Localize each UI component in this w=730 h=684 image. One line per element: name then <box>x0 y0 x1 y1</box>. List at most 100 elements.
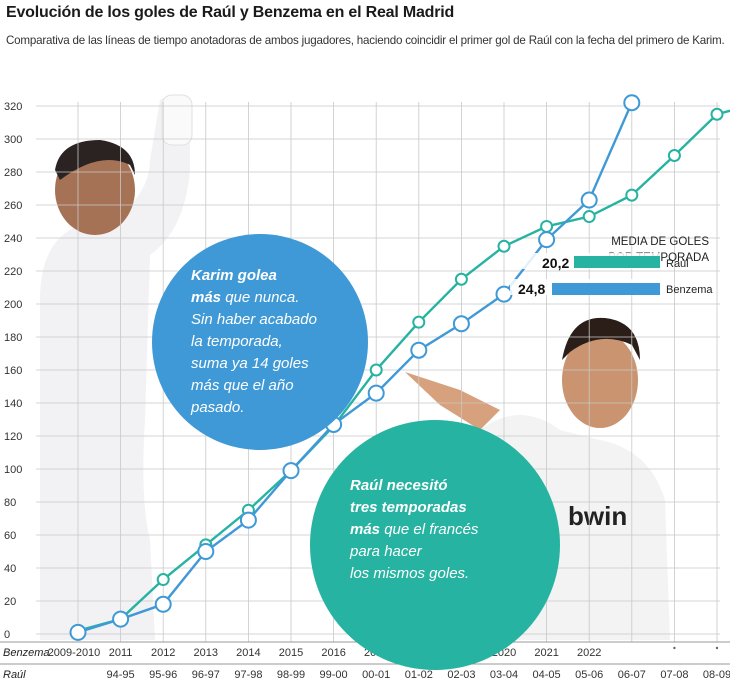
point-raul <box>582 210 596 224</box>
x-tick-label-raul: 96-97 <box>192 669 220 681</box>
x-tick-label-raul: 03-04 <box>490 669 518 681</box>
y-tick-label: 300 <box>4 134 22 146</box>
y-tick-label: 260 <box>4 200 22 212</box>
legend-benzema-label: Benzema <box>666 284 713 296</box>
callout-karim-line2-bold: más <box>191 289 222 306</box>
y-tick-label: 120 <box>4 431 22 443</box>
x-tick-label-benzema: 2013 <box>194 647 218 659</box>
callout-karim: Karim golea más que nunca. Sin haber aca… <box>152 234 368 450</box>
point-benzema <box>69 623 87 641</box>
point-raul <box>667 149 681 162</box>
point-benzema <box>410 341 428 359</box>
series-line-benzema <box>77 102 633 634</box>
point-benzema <box>538 231 556 249</box>
y-tick-label: 280 <box>4 167 22 179</box>
point-benzema <box>452 315 470 333</box>
point-benzema <box>197 543 215 560</box>
point-benzema <box>623 94 641 112</box>
x-tick-label-benzema: 2011 <box>109 647 133 659</box>
callout-karim-line1: Karim golea <box>191 267 277 284</box>
callout-raul-line2: tres temporadas <box>350 499 467 516</box>
point-benzema <box>367 384 385 402</box>
x-tick-label-benzema: 2016 <box>321 647 345 659</box>
legend-benzema-swatch <box>552 283 660 295</box>
callout-karim-line3: Sin haber acabado <box>191 311 317 328</box>
x-tick-label-benzema: 2009-2010 <box>48 647 101 659</box>
point-raul <box>156 573 170 587</box>
y-tick-label: 40 <box>4 563 16 575</box>
point-benzema <box>154 595 172 613</box>
y-tick-label: 140 <box>4 398 22 410</box>
callout-karim-line2: que nunca. <box>221 289 300 306</box>
x-axis: Benzema Raúl 2009-2010 2011 2012 2013 2014 20… <box>0 641 730 681</box>
y-tick-label: 60 <box>4 530 16 542</box>
callout-raul-line3: que el francés <box>380 521 479 538</box>
x-tick-label-benzema: 2014 <box>236 647 260 659</box>
legend-raul-value: 20,2 <box>542 255 569 271</box>
x-tick-label-raul: 99-00 <box>320 669 348 681</box>
legend-benzema-value: 24,8 <box>518 281 545 297</box>
point-raul <box>412 315 426 329</box>
callout-karim-line7: pasado. <box>191 399 245 416</box>
y-tick-label: 160 <box>4 365 22 377</box>
point-raul <box>454 272 468 286</box>
y-tick-label: 220 <box>4 266 22 278</box>
y-axis: 0 20 40 60 80 100 120 140 160 180 200 220 240 260 280 3… <box>4 101 22 641</box>
x-axis-label-benzema: Benzema <box>3 647 49 659</box>
x-tick-label-raul: 02-03 <box>447 669 475 681</box>
point-benzema <box>282 462 300 480</box>
y-tick-label: 320 <box>4 101 22 113</box>
y-tick-label: 0 <box>4 629 10 641</box>
legend-raul-swatch <box>574 256 660 268</box>
x-tick-label-benzema: 2012 <box>151 647 175 659</box>
x-tick-dot <box>673 646 676 650</box>
callout-raul-line1: Raúl necesitó <box>350 477 448 494</box>
x-tick-label-raul: 94-95 <box>107 669 135 681</box>
point-benzema <box>495 285 513 303</box>
point-raul <box>369 363 383 377</box>
svg-text:bwin: bwin <box>568 501 627 531</box>
x-tick-label-benzema: 2021 <box>534 647 558 659</box>
x-axis-label-raul: Raúl <box>3 669 26 681</box>
series <box>69 94 730 641</box>
callout-karim-line4: la temporada, <box>191 333 283 350</box>
callout-raul-line3-bold: más <box>350 521 381 538</box>
x-tick-label-raul: 07-08 <box>660 669 688 681</box>
point-benzema <box>580 191 598 209</box>
x-tick-label-raul: 01-02 <box>405 669 433 681</box>
legend-title-line1: MEDIA DE GOLES <box>611 236 709 248</box>
callout-raul-line4: para hacer <box>350 543 422 560</box>
x-tick-label-benzema: 2022 <box>577 647 601 659</box>
x-tick-label-benzema: 2015 <box>279 647 303 659</box>
point-raul <box>710 107 724 121</box>
x-tick-label-raul: 98-99 <box>277 669 305 681</box>
point-raul <box>625 188 639 202</box>
legend: MEDIA DE GOLES POR TEMPORADA 20,2 Raúl 2… <box>510 236 713 297</box>
callout-raul-line5: los mismos goles. <box>350 565 470 582</box>
callout-karim-line5: suma ya 14 goles <box>191 355 309 372</box>
chart-subtitle: Comparativa de las líneas de tiempo anot… <box>6 34 725 47</box>
x-tick-label-raul: 06-07 <box>618 669 646 681</box>
x-tick-label-raul: 04-05 <box>533 669 561 681</box>
y-tick-label: 20 <box>4 596 16 608</box>
legend-raul-label: Raúl <box>666 258 689 270</box>
x-tick-label-raul: 95-96 <box>149 669 177 681</box>
point-benzema <box>112 610 130 628</box>
chart-title: Evolución de los goles de Raúl y Benzema… <box>6 4 455 21</box>
point-benzema <box>239 511 257 529</box>
callout-raul: Raúl necesitó tres temporadas más que el… <box>310 420 560 670</box>
point-raul <box>497 239 511 253</box>
x-tick-label-raul: 97-98 <box>234 669 262 681</box>
y-tick-label: 180 <box>4 332 22 344</box>
point-raul <box>540 219 554 233</box>
y-tick-label: 200 <box>4 299 22 311</box>
x-tick-label-raul: 00-01 <box>362 669 390 681</box>
karim-benzema-photo <box>40 94 193 640</box>
callout-karim-line6: más que el año <box>191 377 294 394</box>
x-tick-label-raul: 05-06 <box>575 669 603 681</box>
y-tick-label: 100 <box>4 464 22 476</box>
y-tick-label: 80 <box>4 497 16 509</box>
x-tick-dot <box>715 646 719 650</box>
y-tick-label: 240 <box>4 233 22 245</box>
x-tick-label-raul: 08-09 <box>703 669 730 681</box>
